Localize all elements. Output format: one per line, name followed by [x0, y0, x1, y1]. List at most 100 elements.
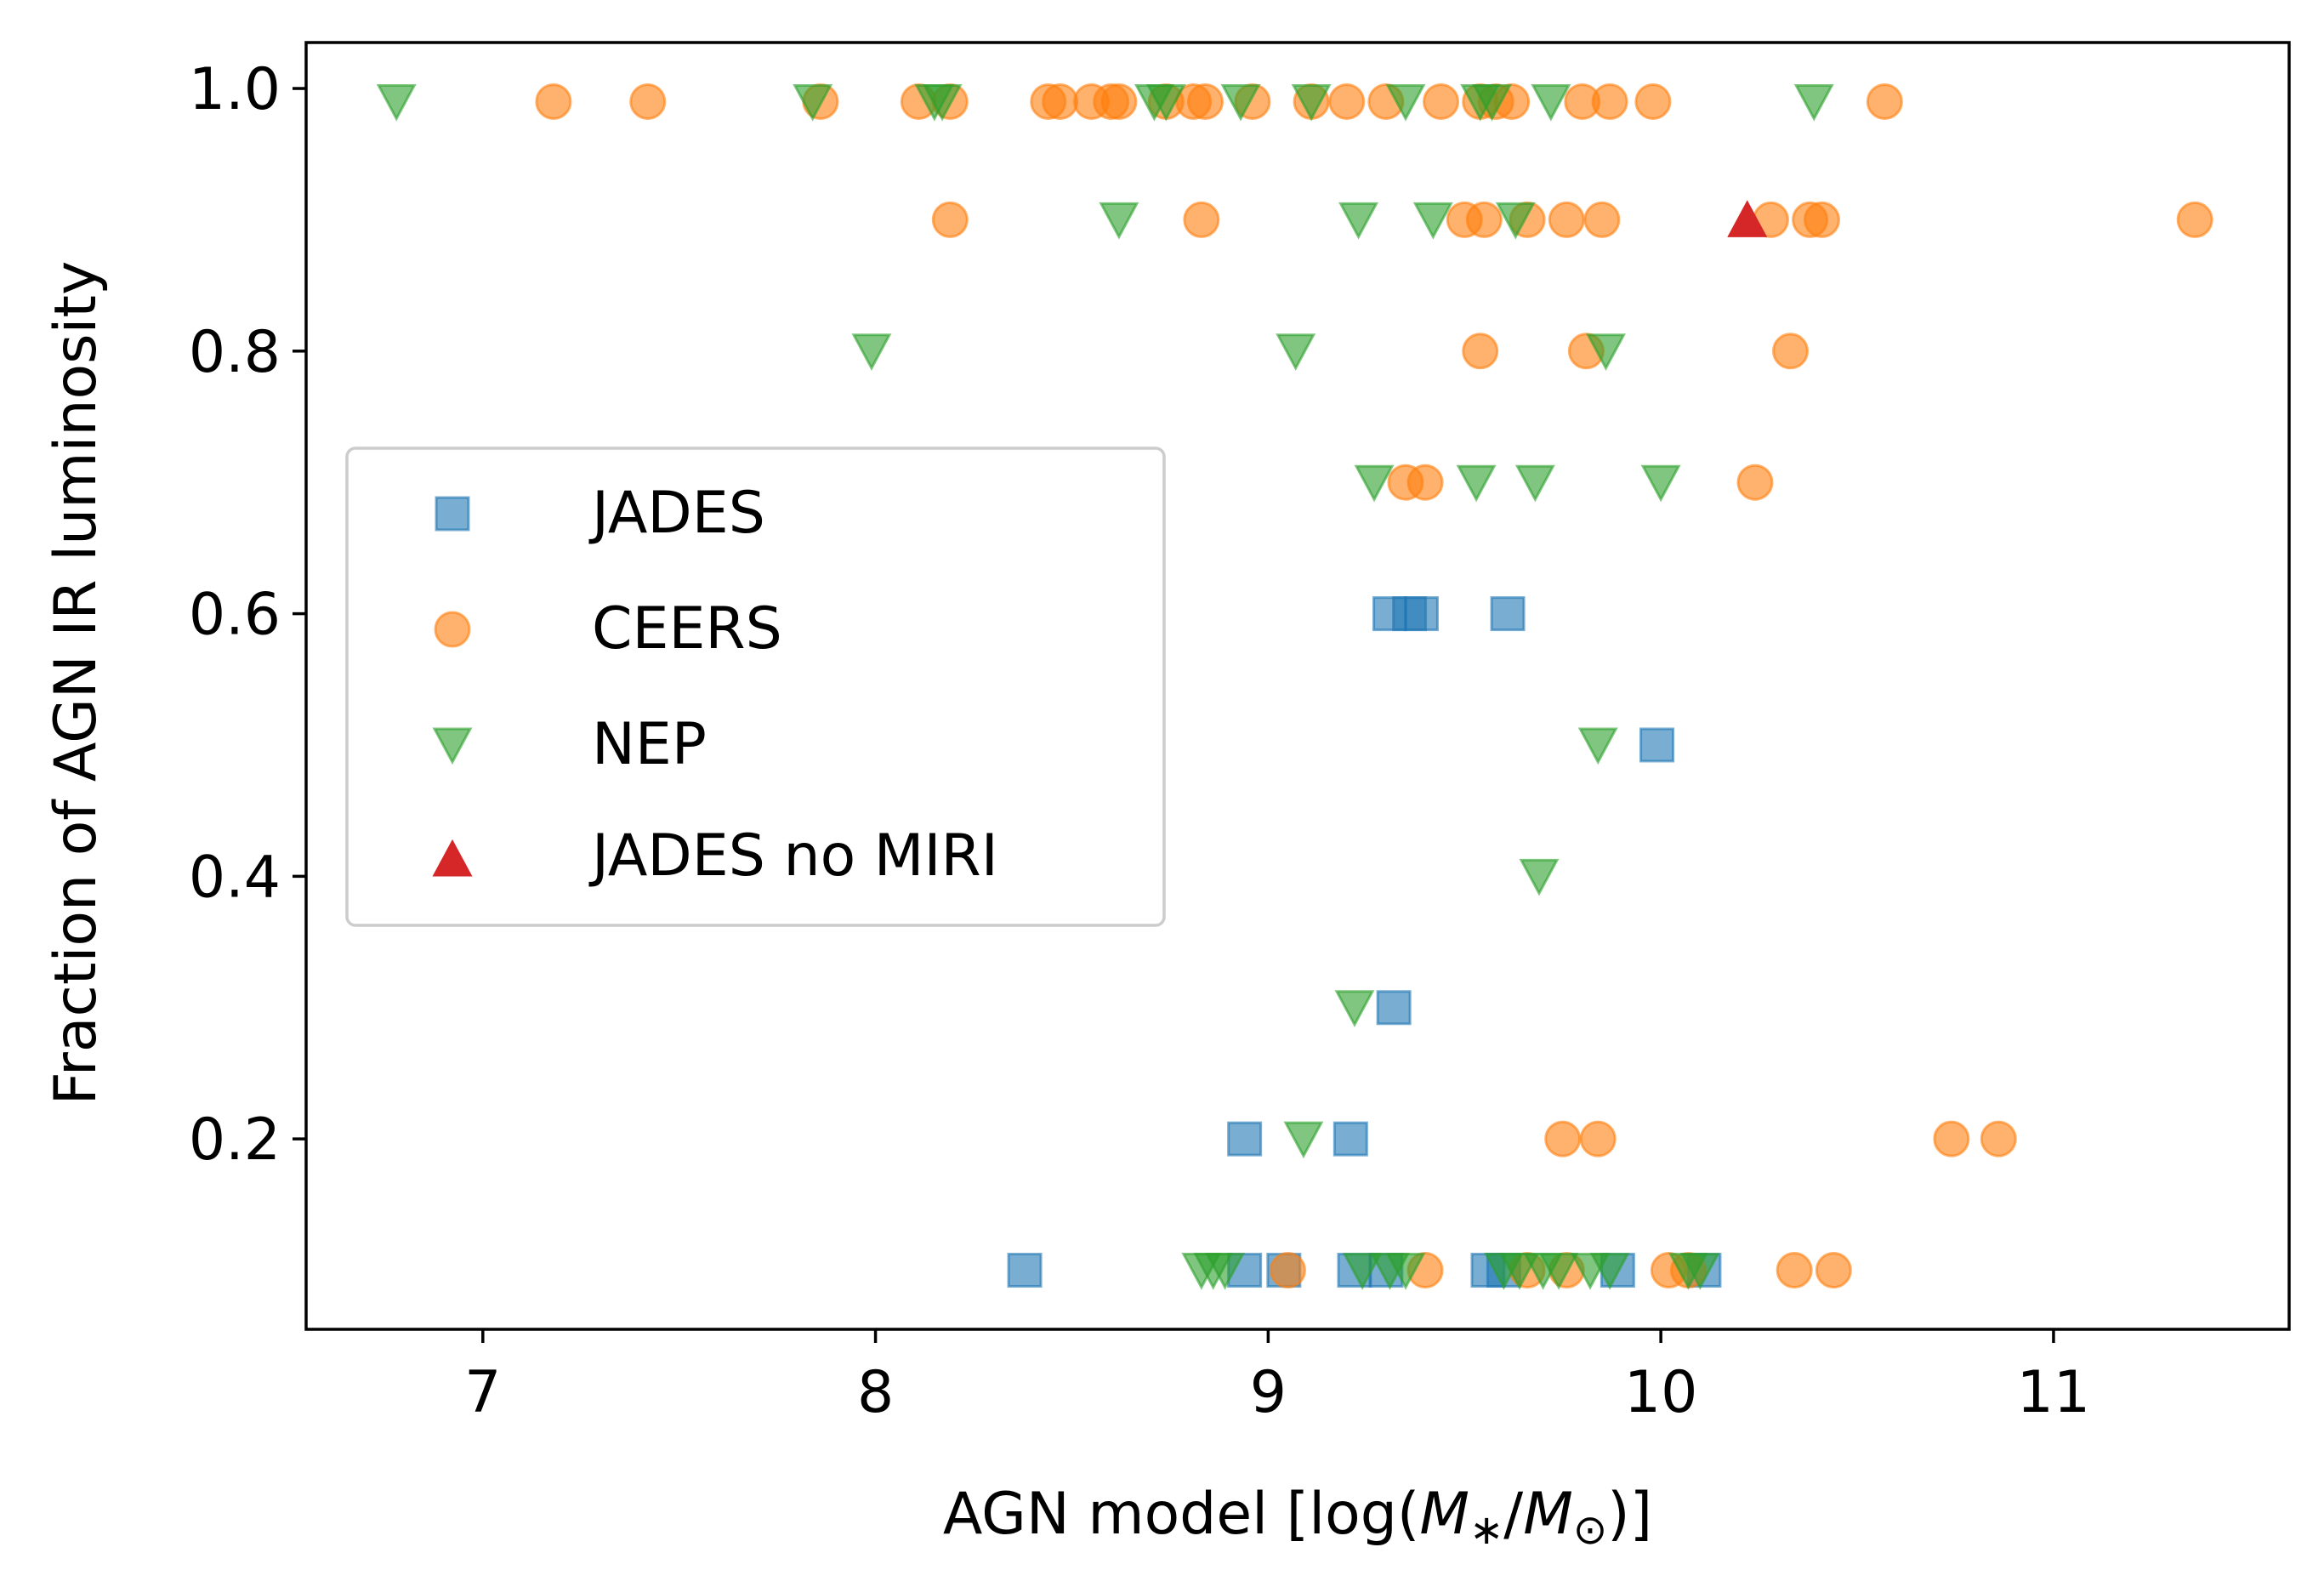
nep-point — [1589, 1253, 1630, 1290]
nep-point — [1495, 202, 1536, 240]
ceers-point — [1544, 1120, 1582, 1158]
ceers-point — [1736, 464, 1774, 501]
nep-point — [922, 83, 963, 122]
ceers-point — [1423, 82, 1460, 120]
y-axis-label: Fraction of AGN IR luminosity — [43, 261, 110, 1106]
nep-point — [1385, 1253, 1426, 1290]
nep-point — [1338, 202, 1379, 240]
y-tick-label: 1.0 — [189, 56, 281, 123]
jades-point — [1639, 727, 1675, 763]
x-tick-label: 8 — [857, 1359, 894, 1426]
ceers-point — [629, 82, 667, 120]
legend-label-nep: NEP — [592, 711, 707, 778]
legend-label-jades-no-miri: JADES no MIRI — [588, 822, 998, 890]
ceers-point — [1772, 333, 1810, 370]
x-tick-label: 7 — [464, 1359, 501, 1426]
nep-point — [1531, 83, 1571, 122]
ceers-point — [1591, 82, 1628, 120]
ceers-point — [1548, 201, 1585, 238]
ceers-point — [1583, 201, 1621, 238]
ceers-point — [1100, 82, 1138, 120]
nep-point — [1276, 333, 1316, 371]
ceers-point — [1328, 82, 1366, 120]
x-tick-label: 11 — [2017, 1359, 2091, 1426]
nep-point — [1456, 464, 1497, 503]
x-axis-label-solar-mass-symbol: M — [1523, 1481, 1573, 1548]
nep-point — [851, 333, 892, 371]
legend-marker-jades-no-miri — [432, 839, 473, 877]
x-axis-label-sun-subscript: ⊙ — [1573, 1506, 1607, 1554]
ceers-point — [1462, 333, 1499, 370]
x-axis-label-prefix: AGN model [log( — [943, 1481, 1420, 1548]
ceers-point — [1866, 82, 1903, 120]
nep-point — [1679, 1253, 1720, 1290]
x-axis-label-slash: / — [1503, 1481, 1523, 1548]
nep-point — [1334, 990, 1375, 1027]
jades-point — [1007, 1253, 1043, 1288]
legend: JADES CEERS NEP JADES no MIRI — [345, 447, 1166, 927]
x-axis-ticks: 7 8 9 10 11 — [464, 1329, 2090, 1426]
y-tick-label: 0.2 — [189, 1106, 281, 1174]
y-tick-label: 0.6 — [189, 582, 281, 649]
ceers-point — [1980, 1120, 2017, 1158]
nep-point — [1472, 83, 1513, 122]
legend-label-ceers: CEERS — [592, 595, 782, 663]
ceers-point — [1579, 1120, 1617, 1158]
ceers-point — [1042, 82, 1079, 120]
ceers-point — [1803, 201, 1840, 238]
nep-point — [1793, 83, 1834, 122]
ceers-point — [1465, 201, 1503, 238]
x-tick-label: 9 — [1250, 1359, 1287, 1426]
legend-frame — [345, 447, 1166, 927]
nep-point — [793, 83, 833, 122]
nep-point — [1354, 464, 1395, 503]
legend-marker-nep — [432, 727, 473, 765]
y-tick-label: 0.8 — [189, 319, 281, 386]
ceers-point — [1183, 201, 1220, 238]
nep-point — [1412, 202, 1453, 240]
legend-marker-ceers — [434, 611, 471, 648]
nep-point — [1099, 202, 1139, 240]
y-tick-label: 0.4 — [189, 844, 281, 911]
nep-point — [1519, 858, 1560, 896]
ceers-point — [1186, 82, 1224, 120]
ceers-point — [1634, 82, 1672, 120]
nep-point — [1538, 1253, 1579, 1290]
nep-point — [1145, 83, 1186, 122]
legend-markers — [432, 496, 473, 877]
nep-point — [1640, 464, 1681, 503]
x-axis-label: AGN model [log(M∗/M⊙)] — [943, 1481, 1652, 1554]
legend-label-jades: JADES — [588, 480, 765, 547]
jades-no-miri-point — [1727, 200, 1768, 237]
nep-point — [1585, 333, 1627, 371]
x-axis-label-suffix: )] — [1607, 1481, 1652, 1548]
nep-point — [1205, 1253, 1246, 1290]
y-axis-ticks: 0.2 0.4 0.6 0.8 1.0 — [189, 56, 306, 1174]
ceers-point — [1406, 464, 1444, 501]
legend-marker-jades — [435, 496, 470, 532]
x-tick-label: 10 — [1624, 1359, 1698, 1426]
nep-point — [1342, 1253, 1383, 1290]
plot-area-frame — [304, 41, 2291, 1331]
ceers-point — [535, 82, 572, 120]
nep-point — [1577, 727, 1618, 765]
nep-point — [1283, 1121, 1324, 1159]
jades-point — [1376, 990, 1412, 1026]
jades-point — [1227, 1121, 1263, 1157]
nep-point — [1220, 83, 1261, 122]
nep-point — [1514, 464, 1555, 503]
nep-point — [1385, 83, 1426, 122]
ceers-point — [1815, 1252, 1852, 1289]
ceers-point — [1269, 1252, 1306, 1289]
ceers-point — [1776, 1252, 1813, 1289]
ceers-point — [931, 201, 969, 238]
nep-point — [1291, 83, 1332, 122]
ceers-point — [1933, 1120, 1970, 1158]
nep-point — [376, 83, 417, 122]
ceers-point — [2176, 201, 2213, 238]
x-axis-label-mass-symbol: M — [1419, 1481, 1469, 1548]
jades-point — [1403, 596, 1439, 632]
plot-markers — [376, 82, 2213, 1290]
jades-point — [1332, 1121, 1368, 1157]
